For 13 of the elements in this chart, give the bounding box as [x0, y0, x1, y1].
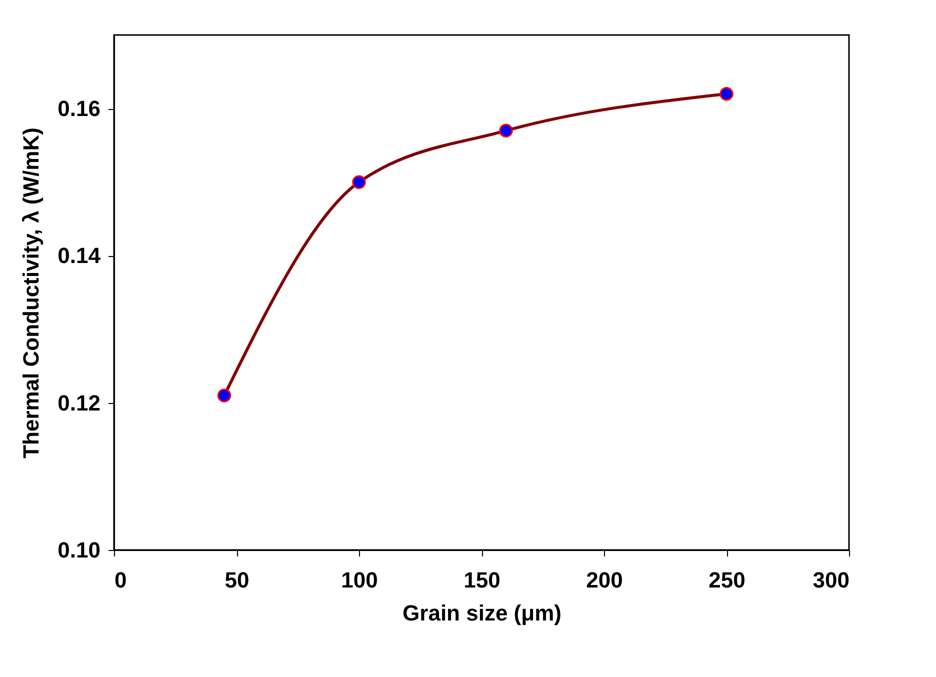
- x-tick-label: 200: [586, 568, 623, 592]
- y-tick-label: 0.14: [58, 243, 102, 268]
- x-tick-label: 100: [341, 568, 378, 592]
- x-tick-label: 300: [812, 568, 850, 592]
- x-tick-label: 150: [464, 568, 500, 592]
- x-tick-label: 250: [708, 568, 746, 592]
- y-axis-title: Thermal Conductivity, λ (W/mK): [18, 128, 44, 458]
- x-axis-title: Grain size (μm): [402, 600, 562, 626]
- y-tick-label: 0.12: [58, 390, 100, 416]
- x-tick-label: 0: [114, 568, 127, 592]
- y-tick-label: 0.16: [58, 96, 100, 122]
- y-tick-label: 0.10: [58, 538, 100, 562]
- x-tick-label: 50: [224, 568, 250, 592]
